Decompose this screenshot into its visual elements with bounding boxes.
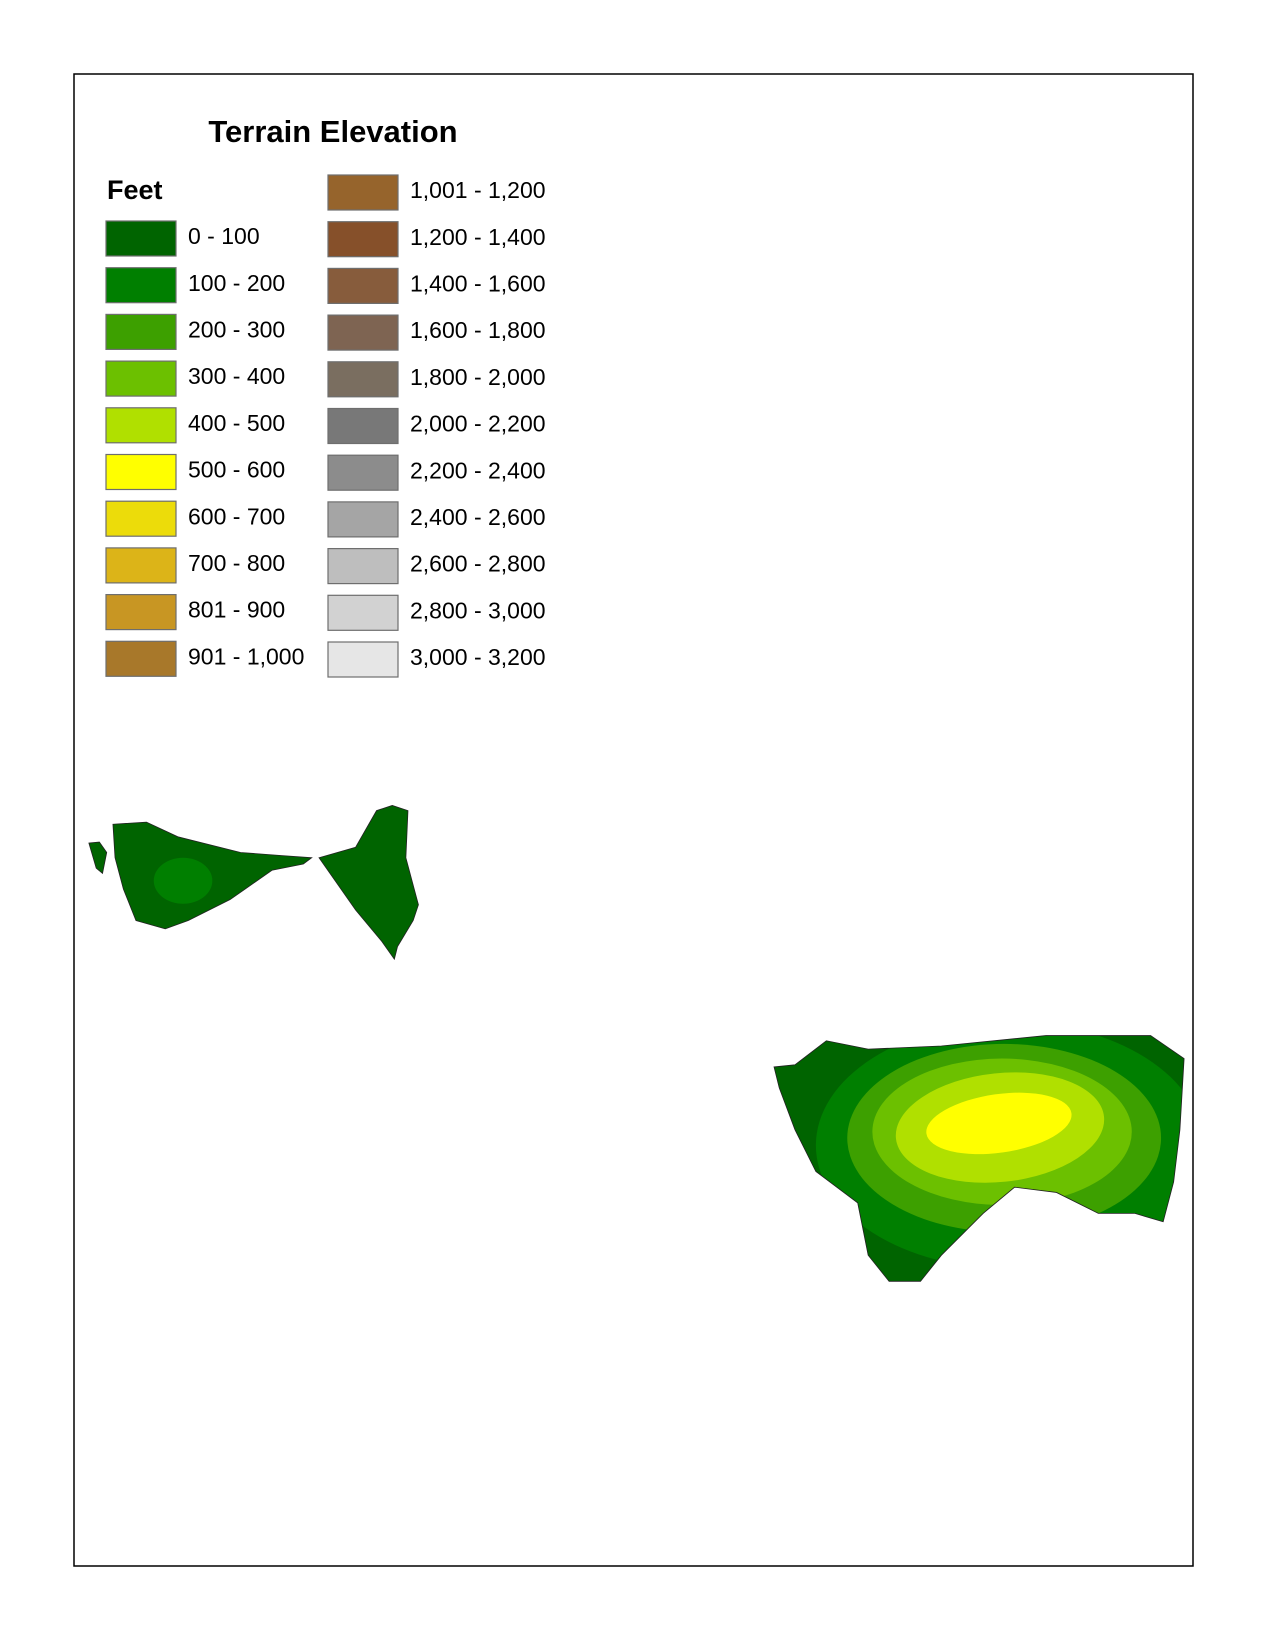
legend-swatch xyxy=(105,407,177,444)
legend-label: 801 - 900 xyxy=(188,597,285,623)
contour xyxy=(926,1092,1072,1155)
legend-label: 700 - 800 xyxy=(188,550,285,576)
legend-label: 300 - 400 xyxy=(188,363,285,389)
legend-label: 600 - 700 xyxy=(188,503,285,529)
legend-swatch xyxy=(105,500,177,537)
legend-swatch xyxy=(327,547,399,585)
legend-label: 1,001 - 1,200 xyxy=(410,177,546,203)
legend-label: 500 - 600 xyxy=(188,457,285,483)
legend-swatch xyxy=(327,454,399,491)
legend-label: 100 - 200 xyxy=(188,270,285,296)
east-island xyxy=(318,804,419,961)
legend-swatch xyxy=(105,267,177,304)
legend-swatch xyxy=(327,314,399,351)
legend-swatch xyxy=(327,221,399,258)
islet xyxy=(88,841,108,875)
legend-label: 2,200 - 2,400 xyxy=(410,457,546,483)
legend-swatch xyxy=(327,501,399,538)
legend-swatch xyxy=(327,594,399,631)
legend-label: 2,000 - 2,200 xyxy=(410,411,546,437)
legend-swatch xyxy=(327,174,399,211)
legend-unit: Feet xyxy=(107,175,163,205)
main-island xyxy=(774,1035,1185,1282)
legend-label: 3,000 - 3,200 xyxy=(410,644,546,670)
legend-swatch xyxy=(105,220,177,257)
legend-swatch xyxy=(327,641,399,678)
legend-swatch xyxy=(105,453,177,491)
legend-swatch xyxy=(105,360,177,397)
legend-label: 2,600 - 2,800 xyxy=(410,551,546,577)
legend-label: 1,200 - 1,400 xyxy=(410,224,546,250)
legend-swatch xyxy=(105,547,177,584)
legend-label: 2,800 - 3,000 xyxy=(410,597,546,623)
legend-label: 200 - 300 xyxy=(188,316,285,342)
legend-swatch xyxy=(105,640,177,677)
map-frame xyxy=(73,73,1194,1567)
islands xyxy=(88,804,1185,1282)
legend-label: 901 - 1,000 xyxy=(188,643,304,669)
legend-title: Terrain Elevation xyxy=(208,114,457,149)
legend-label: 400 - 500 xyxy=(188,410,285,436)
west-island xyxy=(112,821,313,930)
legend-swatch xyxy=(105,593,177,631)
legend-swatch xyxy=(105,313,177,350)
legend-swatch xyxy=(327,407,399,445)
legend-label: 1,400 - 1,600 xyxy=(410,270,546,296)
legend-label: 0 - 100 xyxy=(188,223,260,249)
west-island-contour xyxy=(153,857,213,904)
legend-label: 1,600 - 1,800 xyxy=(410,317,546,343)
legend-label: 1,800 - 2,000 xyxy=(410,364,546,390)
legend-swatch xyxy=(327,267,399,304)
legend-swatch xyxy=(327,361,399,398)
legend-label: 2,400 - 2,600 xyxy=(410,504,546,530)
coastline xyxy=(773,1035,1185,1282)
